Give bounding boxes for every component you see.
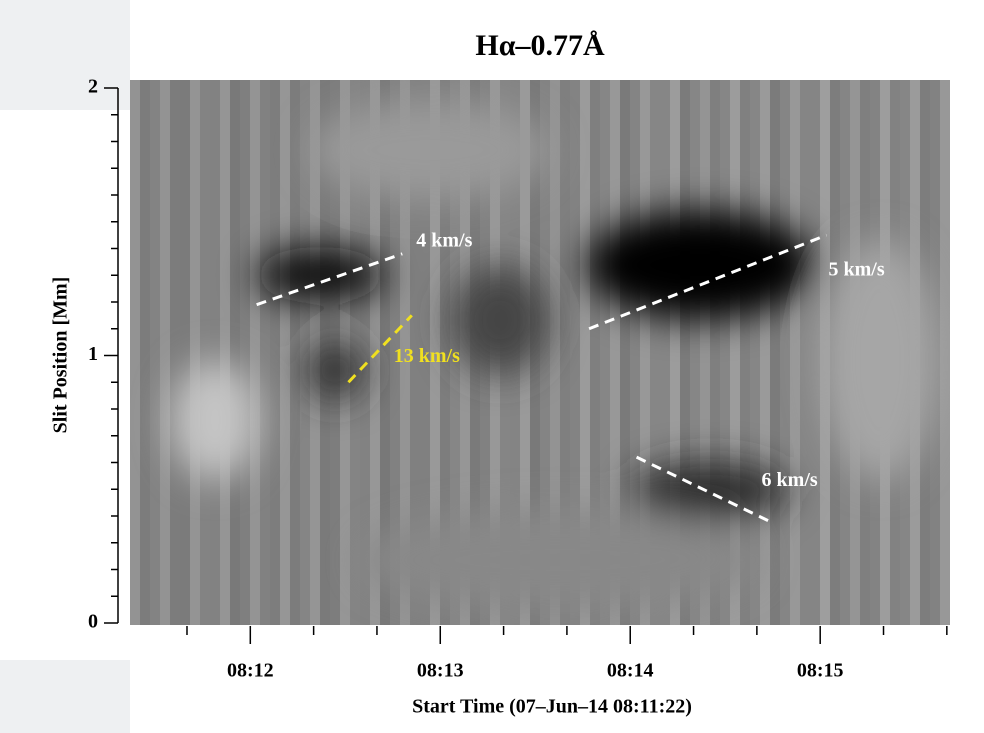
stripe xyxy=(130,80,140,625)
y-tick-label: 1 xyxy=(88,343,98,365)
stripe xyxy=(550,80,560,625)
stripe xyxy=(270,80,280,625)
speed-track xyxy=(347,314,413,384)
stripe xyxy=(740,80,750,625)
stripe xyxy=(800,80,810,625)
stripe xyxy=(230,80,240,625)
intensity-features xyxy=(170,100,940,610)
stripe xyxy=(160,80,170,625)
stripe xyxy=(410,80,420,625)
x-tick-label: 08:12 xyxy=(227,660,274,682)
stripe xyxy=(450,80,460,625)
stripe xyxy=(630,80,640,625)
stripe xyxy=(210,80,220,625)
stripe xyxy=(750,80,760,625)
stripe xyxy=(240,80,250,625)
stripe xyxy=(200,80,210,625)
background-panel xyxy=(0,660,130,733)
x-axis-label: Start Time (07–Jun–14 08:11:22) xyxy=(412,696,692,718)
stripe xyxy=(360,80,370,625)
y-tick-label: 2 xyxy=(88,76,98,98)
stripe xyxy=(300,80,310,625)
stripe xyxy=(700,80,710,625)
stripe xyxy=(380,80,390,625)
chart-title: Hα–0.77Å xyxy=(475,29,605,62)
stripe xyxy=(250,80,260,625)
stripe xyxy=(810,80,820,625)
stripe xyxy=(670,80,680,625)
stripe xyxy=(390,80,400,625)
speed-track xyxy=(635,455,771,523)
stripe xyxy=(150,80,160,625)
speed-label: 5 km/s xyxy=(829,259,885,281)
stripe xyxy=(440,80,450,625)
stripe xyxy=(610,80,620,625)
background-panel xyxy=(0,0,130,110)
stripe xyxy=(220,80,230,625)
stripe xyxy=(660,80,670,625)
y-axis-label: Slit Position [Mm] xyxy=(50,277,72,434)
stripe xyxy=(400,80,410,625)
stripe xyxy=(190,80,200,625)
stripe xyxy=(650,80,660,625)
x-tick-label: 08:15 xyxy=(797,660,844,682)
stripe xyxy=(580,80,590,625)
image xyxy=(130,80,950,625)
speed-label: 6 km/s xyxy=(762,469,818,491)
speed-track xyxy=(256,252,403,307)
stripe xyxy=(720,80,730,625)
stripe xyxy=(730,80,740,625)
speed-track xyxy=(588,233,828,331)
stripe xyxy=(540,80,550,625)
stripe xyxy=(290,80,300,625)
x-tick-label: 08:14 xyxy=(607,660,654,682)
stripe xyxy=(140,80,150,625)
y-tick-label: 0 xyxy=(88,611,98,633)
speed-label: 13 km/s xyxy=(394,345,460,367)
stripe xyxy=(570,80,580,625)
stripe xyxy=(760,80,770,625)
stripe xyxy=(710,80,720,625)
stripe xyxy=(590,80,600,625)
stripe xyxy=(790,80,800,625)
speed-label: 4 km/s xyxy=(416,229,472,251)
stripe xyxy=(620,80,630,625)
stripe xyxy=(600,80,610,625)
x-tick-label: 08:13 xyxy=(417,660,464,682)
stripe xyxy=(690,80,700,625)
stripe xyxy=(780,80,790,625)
stripe xyxy=(280,80,290,625)
stripe xyxy=(940,80,950,625)
stripe xyxy=(260,80,270,625)
stripe xyxy=(640,80,650,625)
stripe xyxy=(170,80,180,625)
stripe xyxy=(180,80,190,625)
stripe xyxy=(560,80,570,625)
stripe xyxy=(770,80,780,625)
stripe xyxy=(680,80,690,625)
stripe xyxy=(420,80,430,625)
stripe xyxy=(430,80,440,625)
